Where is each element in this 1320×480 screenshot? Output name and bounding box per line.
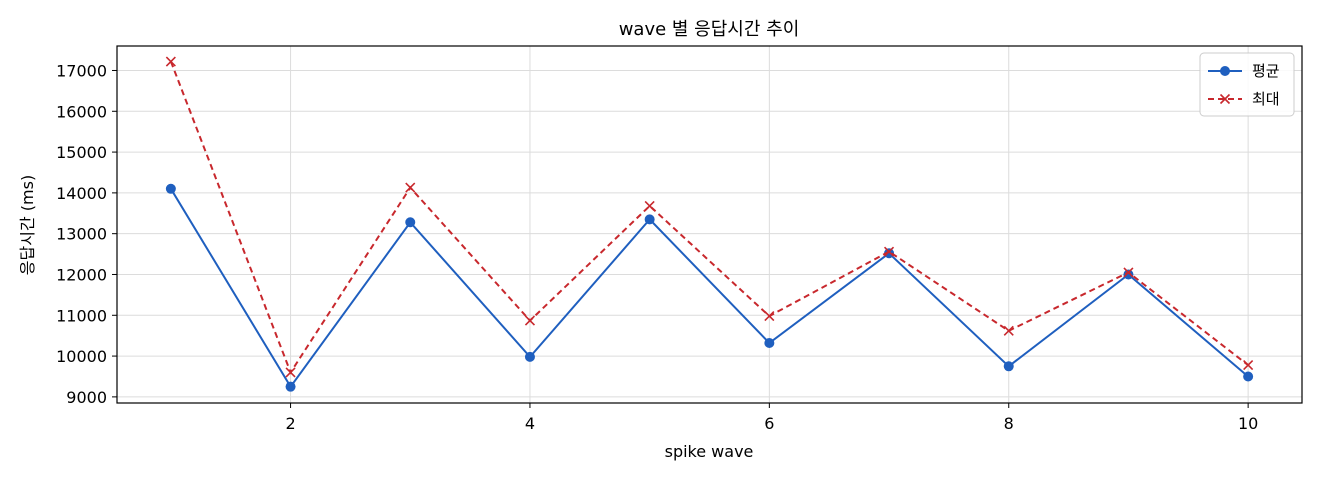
data-point — [165, 56, 176, 67]
data-point — [1003, 361, 1014, 372]
data-point — [524, 351, 535, 362]
x-axis: 2 4 6 8 10 — [285, 403, 1258, 433]
y-tick-label: 13000 — [56, 225, 107, 244]
data-point — [884, 248, 895, 259]
grid — [117, 46, 1302, 403]
legend-marker — [1219, 93, 1231, 105]
y-tick-label: 15000 — [56, 143, 107, 162]
x-tick-label: 6 — [764, 414, 774, 433]
data-point — [644, 214, 655, 225]
chart-title: wave 별 응답시간 추이 — [619, 19, 800, 40]
data-point — [1123, 269, 1134, 280]
data-point — [764, 338, 775, 349]
series-layer — [165, 56, 1254, 392]
y-tick-label: 17000 — [56, 61, 107, 80]
data-point — [285, 367, 296, 378]
data-point — [644, 200, 655, 212]
data-point — [764, 311, 775, 322]
data-point — [285, 381, 296, 392]
plot-frame — [116, 45, 1303, 404]
legend-label: 평균 — [1252, 62, 1280, 80]
data-point — [883, 246, 895, 257]
y-tick-label: 10000 — [56, 347, 107, 366]
y-axis: 9000 10000 11000 12000 13000 14000 15000 16000 1… — [56, 61, 117, 407]
data-point — [165, 183, 176, 194]
data-point — [1243, 371, 1254, 382]
y-tick-label: 9000 — [66, 388, 107, 407]
data-point — [405, 217, 416, 228]
x-tick-label: 10 — [1238, 414, 1258, 433]
x-tick-label: 2 — [285, 414, 295, 433]
series-line-2 — [169, 61, 1249, 375]
data-point — [1243, 359, 1254, 371]
legend-marker — [1220, 66, 1230, 76]
series-line-1 — [170, 188, 1249, 389]
data-point — [405, 182, 416, 193]
y-tick-label: 11000 — [56, 306, 107, 325]
legend-label: 최대 — [1252, 90, 1280, 108]
y-axis-title: 응답시간 (ms) — [18, 175, 37, 275]
y-tick-label: 16000 — [56, 102, 107, 121]
x-tick-label: 8 — [1004, 414, 1014, 433]
x-axis-title: spike wave — [665, 442, 754, 461]
y-tick-label: 12000 — [56, 265, 107, 284]
data-point — [1003, 325, 1014, 336]
y-tick-label: 14000 — [56, 184, 107, 203]
data-point — [1123, 267, 1134, 278]
x-tick-label: 4 — [525, 414, 535, 433]
data-point — [524, 315, 536, 326]
legend-box — [1199, 52, 1295, 117]
